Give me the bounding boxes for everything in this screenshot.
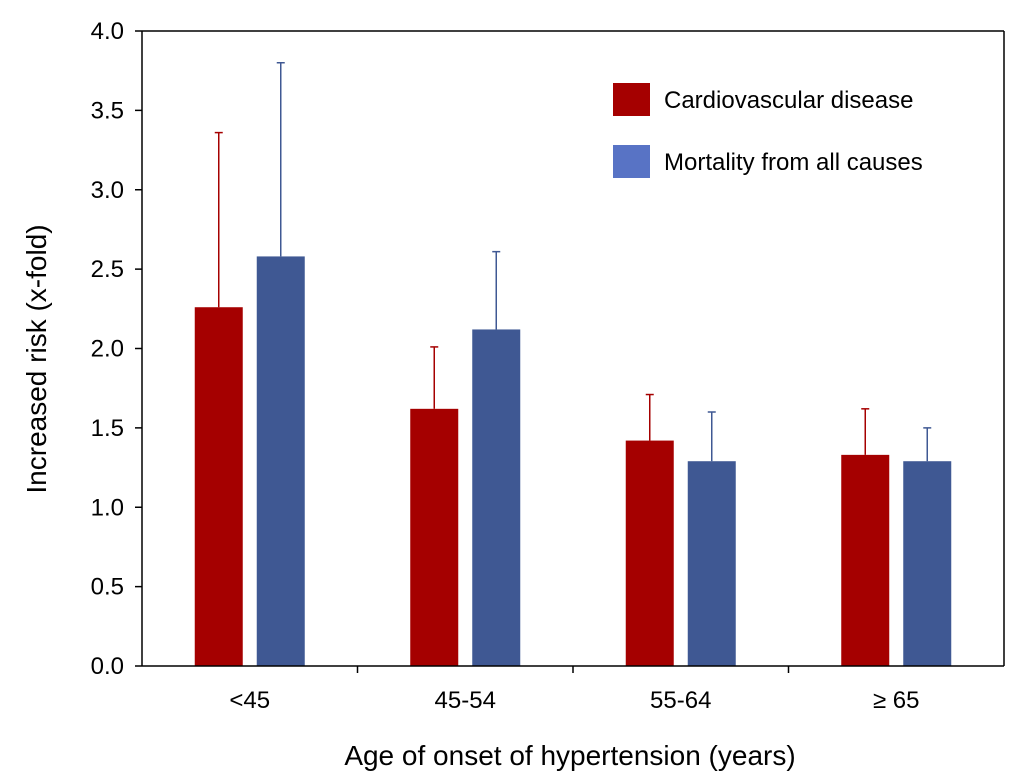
- bar-mortality-1: [472, 329, 521, 666]
- y-tick-label: 0.5: [91, 574, 124, 601]
- bar-cardiovascular-3: [841, 454, 890, 666]
- error-bar-mortality-3: [923, 427, 932, 462]
- y-tick-label: 2.0: [91, 336, 124, 363]
- y-tick-label: 0.0: [91, 653, 124, 680]
- y-tick-label: 3.5: [91, 97, 124, 124]
- bar-mortality-3: [903, 461, 952, 666]
- bar-cardiovascular-2: [625, 440, 674, 666]
- y-tick-labels: 0.0 0.5 1.0 1.5 2.0 2.5 3.0 3.5 4.0: [91, 18, 124, 680]
- y-tick-label: 1.5: [91, 415, 124, 442]
- error-bar-cardiovascular-1: [430, 346, 439, 409]
- error-bars-layer: [214, 62, 932, 462]
- y-tick-label: 3.0: [91, 177, 124, 204]
- bars-layer: [194, 256, 952, 666]
- bar-mortality-0: [256, 256, 305, 666]
- bar-mortality-2: [687, 461, 736, 666]
- x-tick-label: ≥ 65: [873, 687, 920, 714]
- legend-label-cardiovascular: Cardiovascular disease: [664, 87, 913, 114]
- x-tick-label: <45: [229, 687, 270, 714]
- x-axis-title: Age of onset of hypertension (years): [344, 740, 795, 771]
- x-tick-label: 55-64: [650, 687, 711, 714]
- legend-swatch-mortality: [613, 145, 650, 178]
- axes-layer: [135, 30, 1005, 673]
- error-bar-cardiovascular-2: [645, 393, 654, 441]
- legend-label-mortality: Mortality from all causes: [664, 149, 923, 176]
- y-tick-label: 1.0: [91, 494, 124, 521]
- error-bar-cardiovascular-3: [861, 408, 870, 455]
- y-axis-title: Increased risk (x-fold): [21, 224, 52, 493]
- bar-cardiovascular-0: [194, 307, 243, 666]
- error-bar-mortality-0: [276, 62, 285, 257]
- bar-cardiovascular-1: [410, 408, 459, 666]
- error-bar-mortality-1: [492, 250, 501, 330]
- legend: Cardiovascular disease Mortality from al…: [613, 83, 923, 178]
- legend-swatch-cardiovascular: [613, 83, 650, 116]
- y-tick-label: 4.0: [91, 18, 124, 45]
- error-bar-mortality-2: [707, 411, 716, 462]
- error-bar-cardiovascular-0: [214, 131, 223, 308]
- x-tick-label: 45-54: [435, 687, 496, 714]
- y-tick-label: 2.5: [91, 256, 124, 283]
- x-tick-labels: <45 45-54 55-64 ≥ 65: [229, 687, 919, 714]
